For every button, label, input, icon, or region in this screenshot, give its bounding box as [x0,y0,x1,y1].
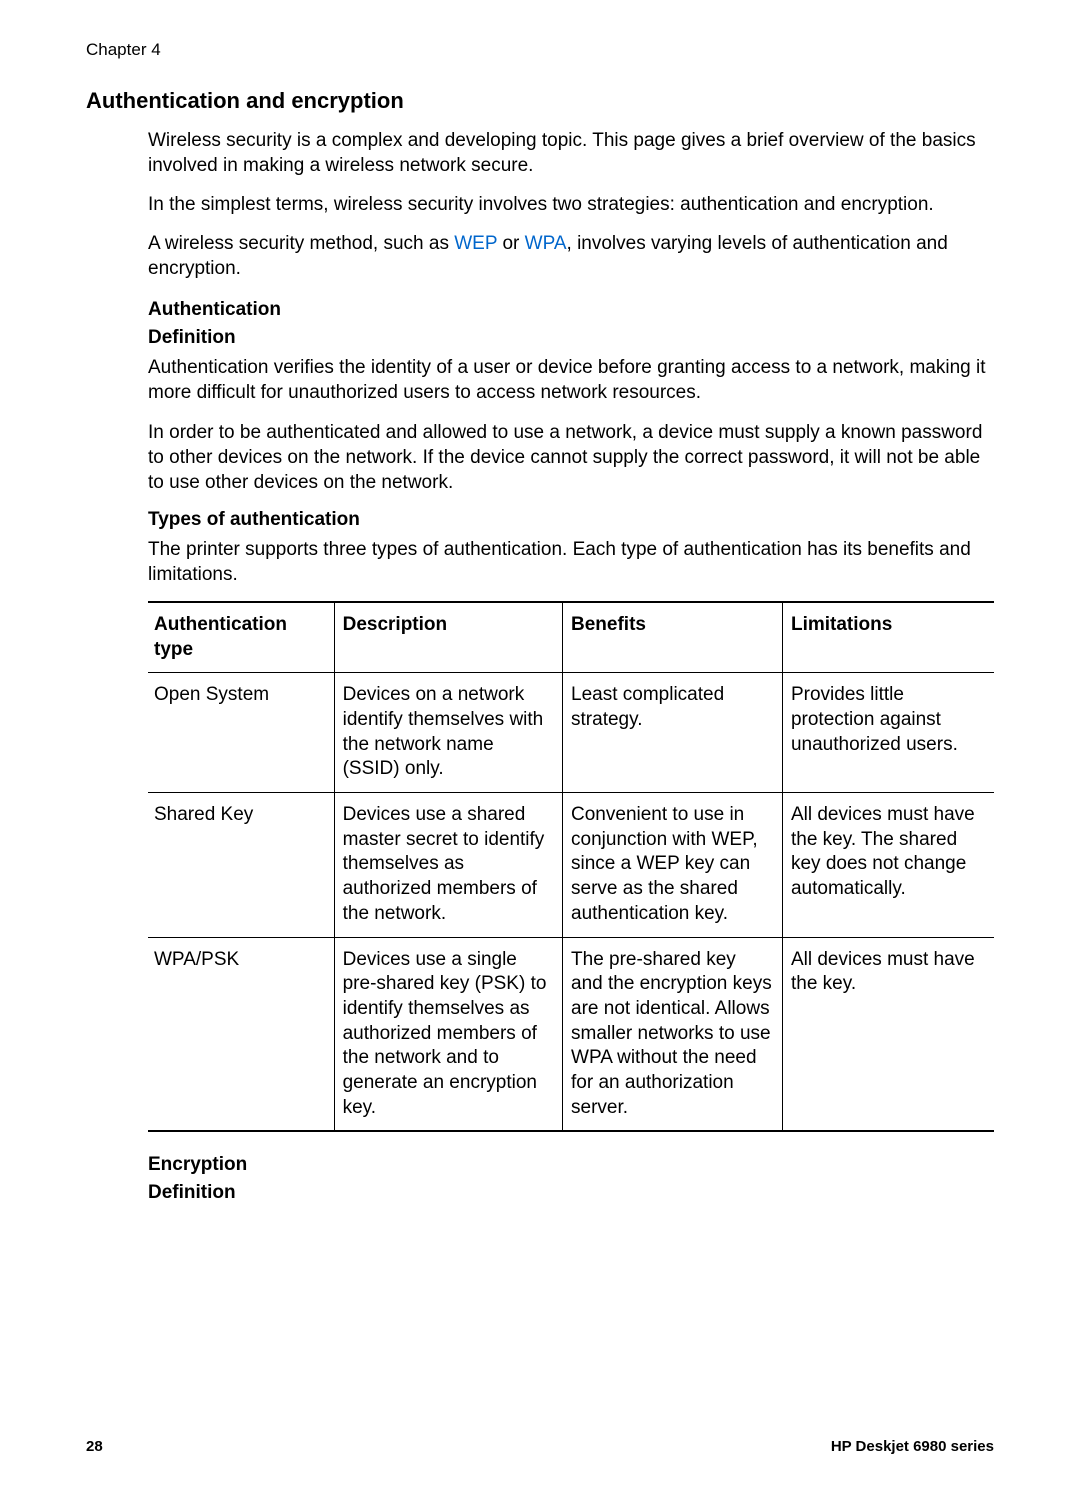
cell-description: Devices use a single pre-shared key (PSK… [334,937,562,1131]
cell-benefits: Convenient to use in conjunction with WE… [563,793,783,937]
cell-benefits: The pre-shared key and the encryption ke… [563,937,783,1131]
intro-text-mid: or [497,233,524,254]
table-header-row: Authentication type Description Benefits… [148,602,994,673]
auth-def-paragraph-1: Authentication verifies the identity of … [148,355,994,405]
wep-link[interactable]: WEP [454,233,497,254]
cell-auth-type: WPA/PSK [148,937,334,1131]
col-header-auth-type: Authentication type [148,602,334,673]
authentication-types-table: Authentication type Description Benefits… [148,601,994,1132]
cell-auth-type: Open System [148,673,334,793]
product-name: HP Deskjet 6980 series [831,1438,994,1455]
table-row: Open System Devices on a network identif… [148,673,994,793]
cell-benefits: Least complicated strategy. [563,673,783,793]
intro-paragraph-3: A wireless security method, such as WEP … [148,231,994,281]
wpa-link[interactable]: WPA [525,233,567,254]
content-block: Wireless security is a complex and devel… [148,128,994,1204]
col-header-limitations: Limitations [782,602,994,673]
types-intro-paragraph: The printer supports three types of auth… [148,537,994,587]
intro-paragraph-1: Wireless security is a complex and devel… [148,128,994,178]
intro-text-pre: A wireless security method, such as [148,233,454,254]
intro-paragraph-2: In the simplest terms, wireless security… [148,192,994,217]
cell-limitations: All devices must have the key. The share… [782,793,994,937]
encryption-heading: Encryption [148,1154,994,1176]
page-footer: 28 HP Deskjet 6980 series [86,1438,994,1455]
table-row: WPA/PSK Devices use a single pre-shared … [148,937,994,1131]
col-header-description: Description [334,602,562,673]
page-container: Chapter 4 Authentication and encryption … [0,0,1080,1495]
cell-limitations: Provides little protection against unaut… [782,673,994,793]
cell-description: Devices use a shared master secret to id… [334,793,562,937]
definition-heading-2: Definition [148,1182,994,1204]
cell-description: Devices on a network identify themselves… [334,673,562,793]
types-heading: Types of authentication [148,509,994,531]
chapter-label: Chapter 4 [86,40,994,60]
col-header-benefits: Benefits [563,602,783,673]
section-heading: Authentication and encryption [86,88,994,114]
page-number: 28 [86,1438,103,1455]
authentication-heading: Authentication [148,299,994,321]
definition-heading-1: Definition [148,327,994,349]
auth-def-paragraph-2: In order to be authenticated and allowed… [148,420,994,495]
cell-limitations: All devices must have the key. [782,937,994,1131]
cell-auth-type: Shared Key [148,793,334,937]
table-row: Shared Key Devices use a shared master s… [148,793,994,937]
